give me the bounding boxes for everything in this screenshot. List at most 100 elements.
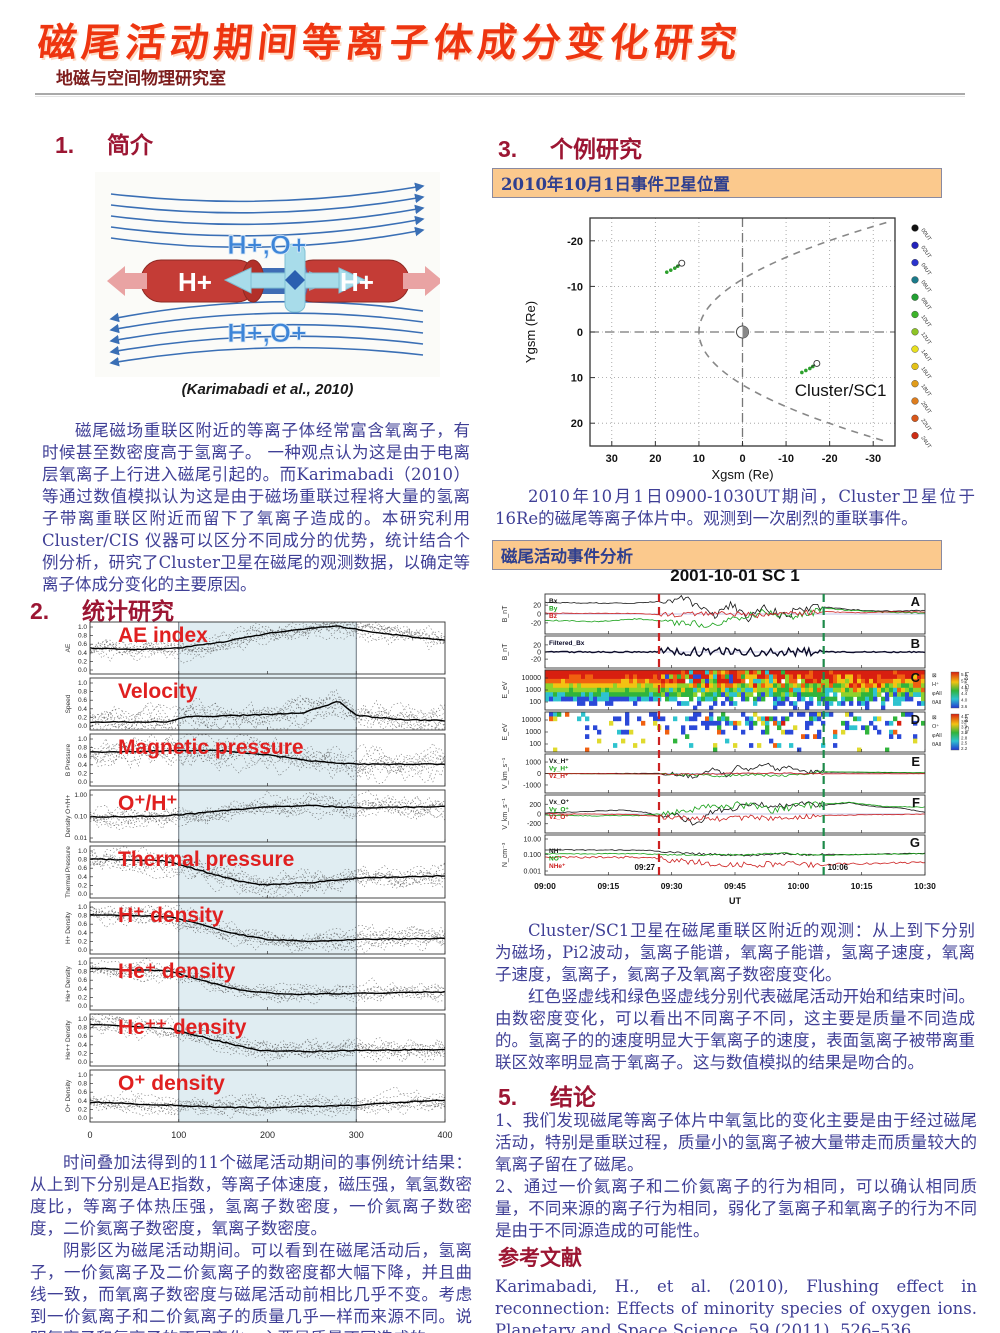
svg-text:09:15: 09:15	[597, 881, 619, 891]
svg-text:02UT: 02UT	[919, 245, 932, 260]
svg-text:θAll: θAll	[932, 742, 941, 748]
svg-text:10000: 10000	[522, 717, 542, 724]
svg-text:⊠: ⊠	[932, 673, 937, 679]
svg-text:20UT: 20UT	[919, 401, 932, 416]
svg-text:0.0: 0.0	[78, 723, 87, 730]
diagram-caption: (Karimabadi et al., 2010)	[181, 381, 354, 398]
svg-text:1000: 1000	[525, 687, 541, 694]
svg-text:0.0: 0.0	[78, 667, 87, 674]
svg-text:24UT: 24UT	[919, 435, 932, 450]
svg-text:G: G	[910, 835, 920, 850]
conclusions-text: 1、我们发现磁尾等离子体片中氧氢比的变化主要是由于经过磁尾活动，特别是重联过程，…	[495, 1110, 977, 1242]
svg-text:2.5: 2.5	[961, 741, 968, 746]
poster-subtitle: 地磁与空间物理研究室	[56, 69, 226, 89]
svg-text:NH⁺: NH⁺	[549, 848, 562, 855]
svg-text:NHe⁺: NHe⁺	[549, 863, 566, 870]
field-lines-top	[110, 182, 425, 249]
svg-text:18UT: 18UT	[919, 383, 932, 398]
svg-text:09:27: 09:27	[635, 863, 656, 872]
svg-text:-200: -200	[527, 821, 541, 828]
svg-text:C: C	[911, 670, 921, 685]
svg-text:1.0: 1.0	[78, 904, 87, 911]
svg-text:0: 0	[739, 453, 745, 465]
svg-text:A: A	[911, 594, 921, 609]
svg-text:0.4: 0.4	[78, 986, 87, 993]
svg-text:0.01: 0.01	[74, 835, 87, 842]
svg-text:O⁺ density: O⁺ density	[118, 1072, 225, 1095]
svg-text:16UT: 16UT	[919, 366, 932, 381]
svg-text:0.2: 0.2	[78, 1106, 87, 1113]
case-banner-event-analysis: 磁尾活动事件分析	[492, 540, 942, 570]
svg-text:1.0: 1.0	[78, 1072, 87, 1079]
section-5-number: 5.	[498, 1084, 518, 1110]
svg-text:B: B	[911, 636, 920, 651]
svg-text:14UT: 14UT	[919, 349, 932, 364]
satellite-position-svg: 30 20 10 0 -10 -20 -30 -20 -10 0 10 20 Xgsm (Re) Ygsm…	[523, 217, 932, 482]
svg-text:100: 100	[529, 699, 541, 706]
svg-text:Density O+/H+: Density O+/H+	[65, 794, 72, 837]
svg-text:08UT: 08UT	[919, 297, 932, 312]
svg-text:Filtered_Bx: Filtered_Bx	[549, 640, 585, 647]
svg-text:20: 20	[533, 603, 541, 610]
svg-text:Ygsm (Re): Ygsm (Re)	[523, 301, 538, 363]
svg-text:Bz: Bz	[549, 613, 558, 620]
svg-text:06UT: 06UT	[919, 280, 932, 295]
svg-text:φAll: φAll	[932, 733, 942, 739]
svg-text:20: 20	[533, 642, 541, 649]
svg-text:B Pressure: B Pressure	[65, 744, 72, 777]
section-1-heading: 1. 简介	[55, 126, 153, 160]
svg-text:-10: -10	[567, 281, 583, 293]
superposed-epoch-chart: 1.0 0.8 0.6 0.4 0.2 0.0 AE AE index 1.0 0.8 0.6 0.4…	[30, 616, 470, 1160]
stats-paragraphs: 时间叠加法得到的11个磁尾活动期间的事例统计结果：从上到下分别是AE指数，等离子…	[30, 1152, 472, 1333]
svg-text:Vz_O⁺: Vz_O⁺	[549, 814, 569, 821]
svg-text:0.8: 0.8	[78, 969, 87, 976]
section-3-heading: 3. 个例研究	[498, 130, 642, 164]
svg-text:09:45: 09:45	[724, 881, 746, 891]
svg-text:θAll: θAll	[932, 700, 941, 706]
svg-text:Vx_O⁺: Vx_O⁺	[549, 799, 570, 806]
event-multipanel-svg: 2001-10-01 SC 1200-20BxByBzAB_nT200-20Fi…	[502, 566, 969, 906]
svg-text:Log₁₀C/s: Log₁₀C/s	[963, 672, 969, 692]
svg-text:Magnetic pressure: Magnetic pressure	[118, 736, 304, 759]
svg-text:0.8: 0.8	[78, 633, 87, 640]
svg-text:1000: 1000	[525, 729, 541, 736]
svg-text:Bx: Bx	[549, 598, 558, 605]
references-heading: 参考文献	[498, 1247, 582, 1270]
section-3-title: 个例研究	[550, 136, 642, 162]
svg-text:B_nT: B_nT	[502, 605, 509, 622]
section-1-title: 简介	[107, 132, 153, 158]
svg-text:Thermal Pressure: Thermal Pressure	[65, 846, 72, 898]
event-multipanel-chart: 2001-10-01 SC 1 20 0 -20 Bx By Bz A B_nT 20 0 -20 Fi…	[495, 564, 1000, 920]
section-3-number: 3.	[498, 136, 518, 162]
svg-text:04UT: 04UT	[919, 262, 932, 277]
svg-text:0.100: 0.100	[523, 852, 541, 859]
svg-text:-20: -20	[531, 620, 541, 627]
case-paragraph-1-text: 2010年10月1日0900-1030UT期间，Cluster卫星位于16Re的…	[495, 487, 975, 528]
bottom-ions-label: H+,O+	[227, 318, 307, 348]
svg-text:2001-10-01 SC 1: 2001-10-01 SC 1	[670, 566, 799, 585]
svg-text:He⁺ density: He⁺ density	[118, 960, 236, 983]
reconnection-cartoon-svg: H+,O+ H+,O+ H+ H+	[95, 172, 443, 377]
svg-text:He⁺⁺ density: He⁺⁺ density	[118, 1016, 247, 1039]
svg-text:-30: -30	[865, 453, 881, 465]
svg-text:1.00: 1.00	[74, 792, 87, 799]
svg-text:φAll: φAll	[932, 691, 942, 697]
svg-text:-20: -20	[531, 657, 541, 664]
svg-text:Vy_H⁺: Vy_H⁺	[549, 766, 569, 773]
svg-text:3.4: 3.4	[961, 725, 968, 730]
svg-text:0.6: 0.6	[78, 921, 87, 928]
svg-text:0.4: 0.4	[78, 1098, 87, 1105]
svg-text:22UT: 22UT	[919, 418, 932, 433]
svg-text:10:00: 10:00	[787, 881, 809, 891]
svg-text:-1000: -1000	[523, 782, 541, 789]
svg-text:1.0: 1.0	[78, 848, 87, 855]
svg-text:H⁺ density: H⁺ density	[118, 904, 224, 927]
svg-text:0.8: 0.8	[78, 689, 87, 696]
svg-text:UT: UT	[729, 896, 741, 906]
svg-text:0.6: 0.6	[78, 641, 87, 648]
svg-text:V_km_s⁻¹: V_km_s⁻¹	[502, 757, 509, 789]
svg-text:0.8: 0.8	[78, 1025, 87, 1032]
case-banner-satellite-position: 2010年10月1日事件卫星位置	[492, 168, 942, 198]
svg-text:V_km_s⁻¹: V_km_s⁻¹	[502, 798, 509, 830]
